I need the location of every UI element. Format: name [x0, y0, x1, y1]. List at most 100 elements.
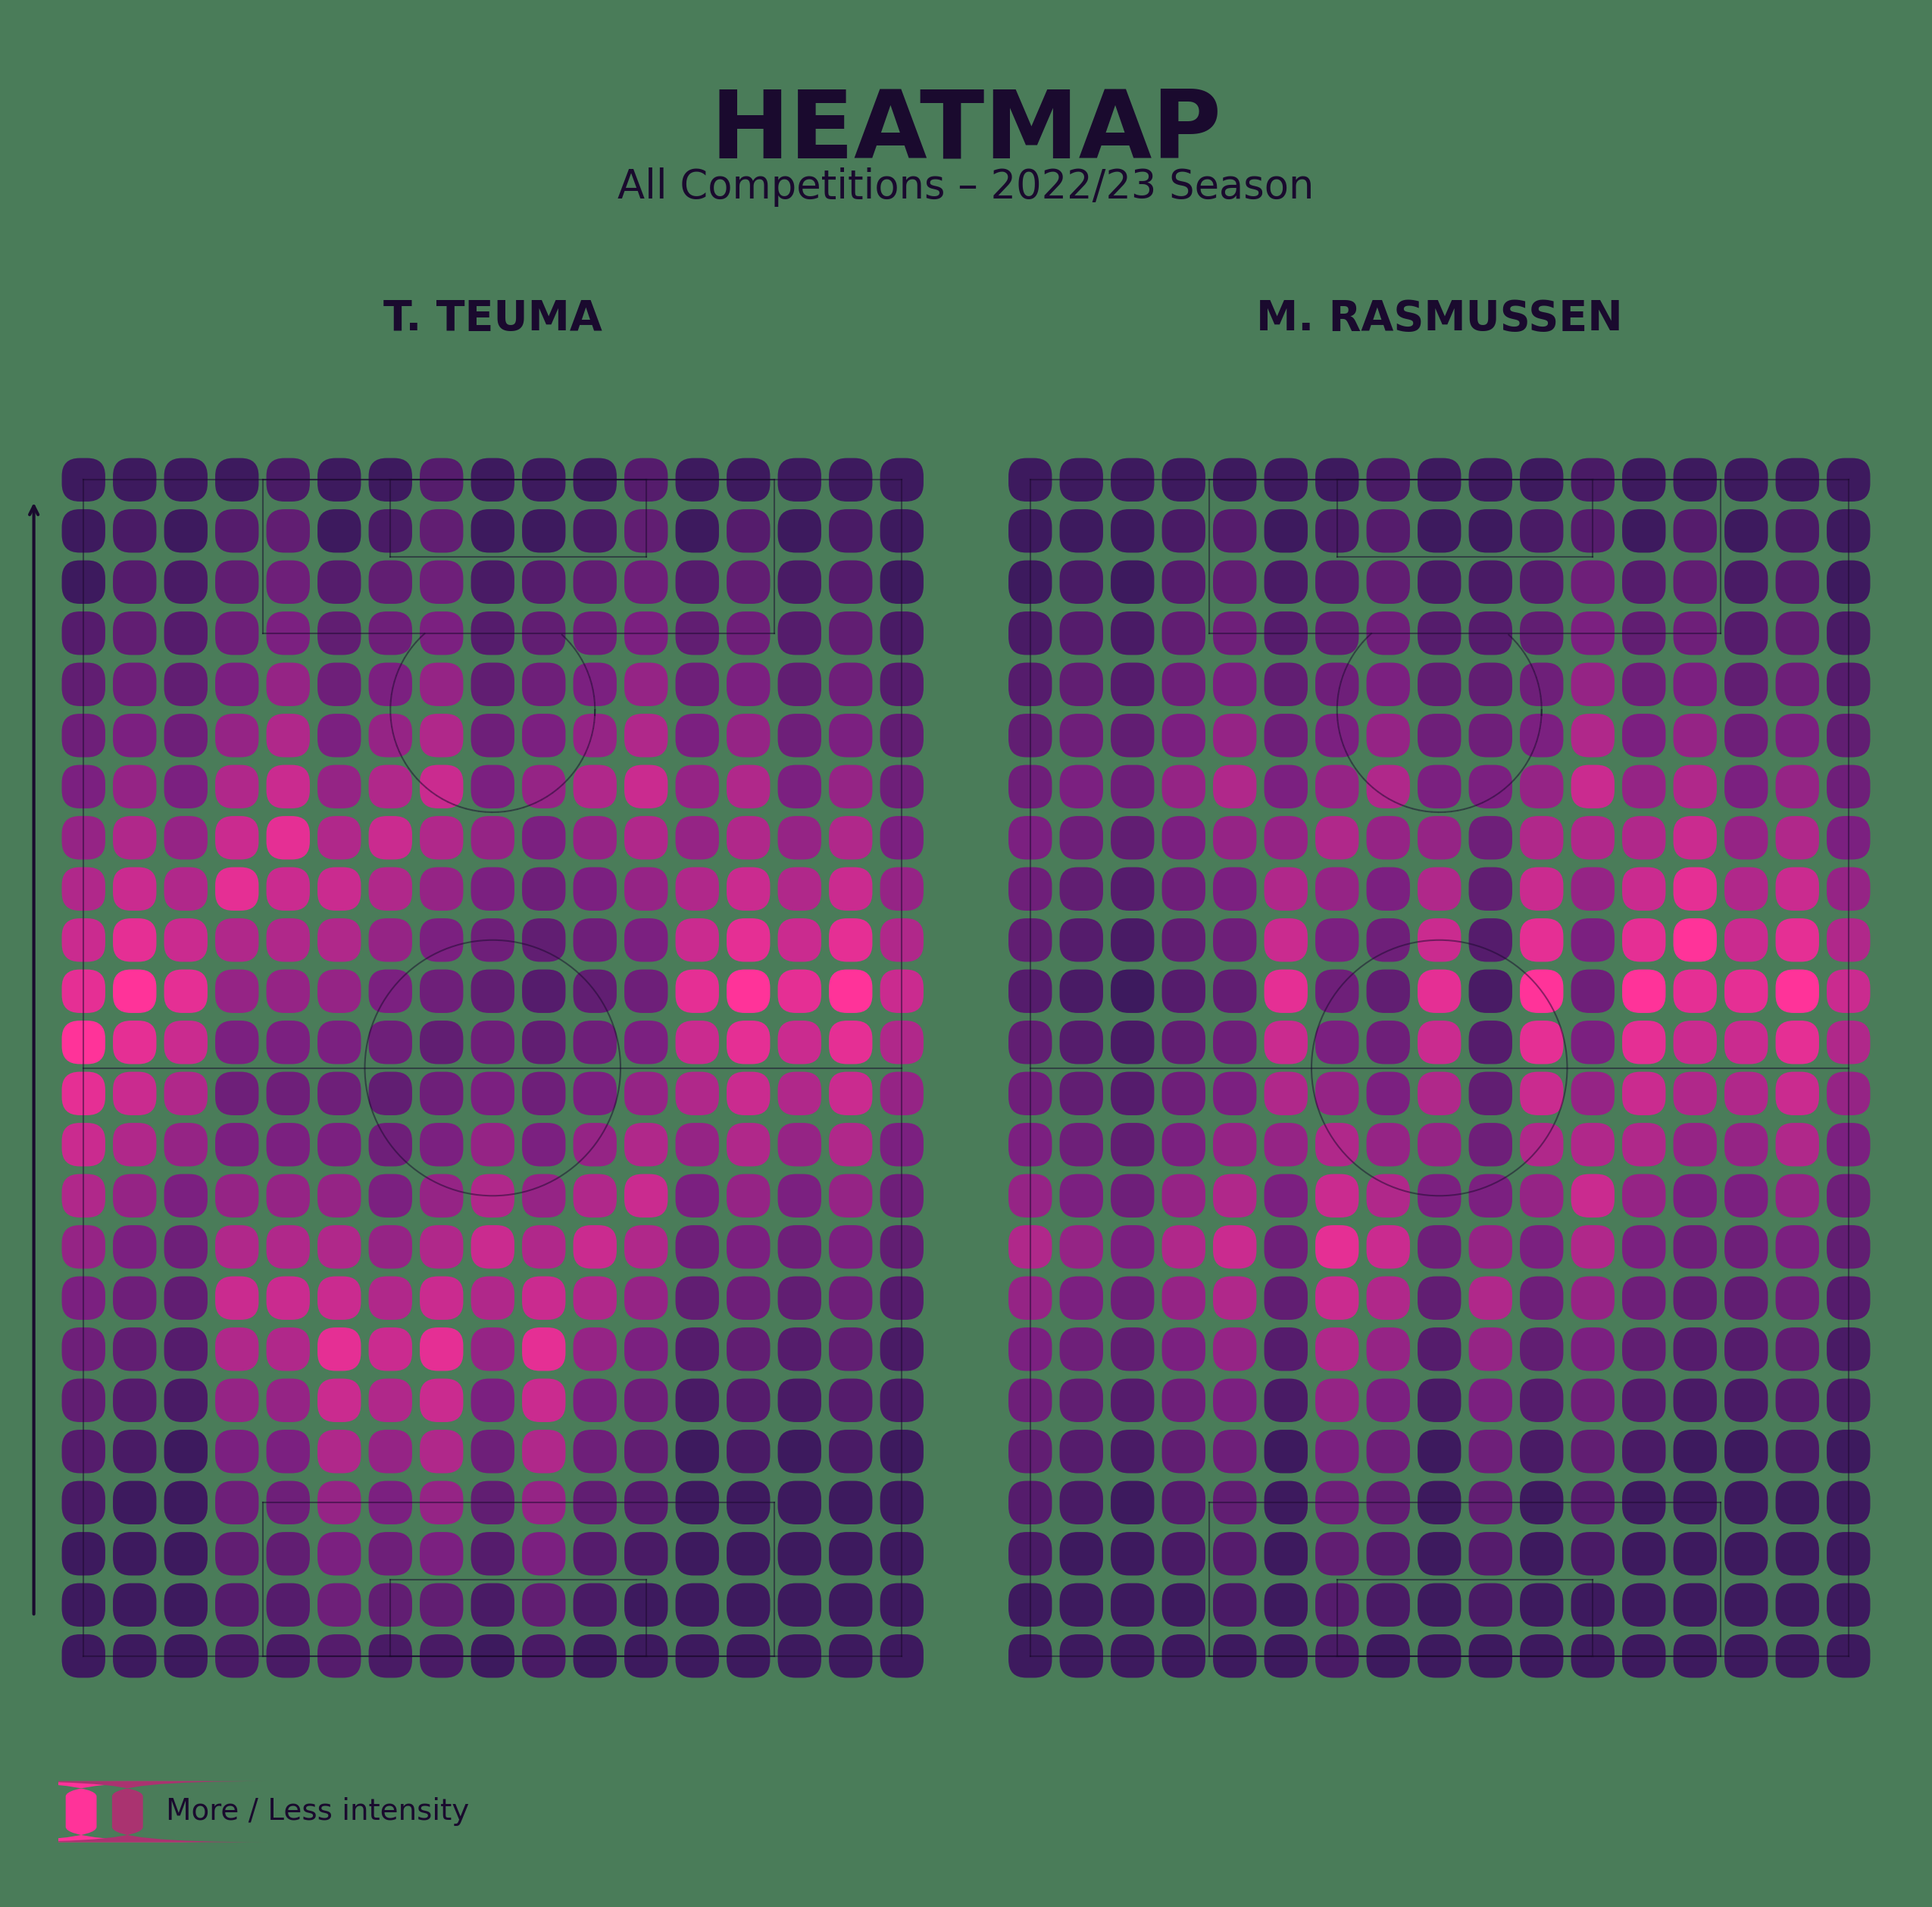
- FancyBboxPatch shape: [1366, 919, 1410, 961]
- FancyBboxPatch shape: [1725, 919, 1768, 961]
- FancyBboxPatch shape: [1828, 1072, 1870, 1116]
- FancyBboxPatch shape: [317, 816, 361, 860]
- FancyBboxPatch shape: [214, 1020, 259, 1064]
- FancyBboxPatch shape: [1213, 1531, 1256, 1575]
- FancyBboxPatch shape: [0, 1781, 267, 1842]
- Text: HEATMAP: HEATMAP: [711, 86, 1221, 177]
- FancyBboxPatch shape: [1520, 713, 1563, 757]
- FancyBboxPatch shape: [62, 662, 104, 706]
- FancyBboxPatch shape: [574, 1482, 616, 1524]
- FancyBboxPatch shape: [317, 612, 361, 654]
- FancyBboxPatch shape: [624, 458, 668, 502]
- FancyBboxPatch shape: [881, 1020, 923, 1064]
- FancyBboxPatch shape: [726, 713, 771, 757]
- FancyBboxPatch shape: [1111, 1634, 1153, 1678]
- FancyBboxPatch shape: [1316, 816, 1358, 860]
- FancyBboxPatch shape: [1520, 1072, 1563, 1116]
- FancyBboxPatch shape: [1725, 612, 1768, 654]
- FancyBboxPatch shape: [1828, 969, 1870, 1013]
- FancyBboxPatch shape: [1316, 919, 1358, 961]
- FancyBboxPatch shape: [726, 868, 771, 912]
- FancyBboxPatch shape: [779, 1583, 821, 1627]
- FancyBboxPatch shape: [471, 868, 514, 912]
- FancyBboxPatch shape: [1111, 1430, 1153, 1474]
- FancyBboxPatch shape: [1418, 765, 1461, 809]
- FancyBboxPatch shape: [164, 1482, 207, 1524]
- FancyBboxPatch shape: [1316, 1276, 1358, 1320]
- FancyBboxPatch shape: [1725, 509, 1768, 553]
- FancyBboxPatch shape: [624, 969, 668, 1013]
- Text: M. RASMUSSEN: M. RASMUSSEN: [1256, 299, 1623, 339]
- FancyBboxPatch shape: [1520, 1224, 1563, 1268]
- FancyBboxPatch shape: [779, 1531, 821, 1575]
- FancyBboxPatch shape: [624, 612, 668, 654]
- FancyBboxPatch shape: [369, 662, 412, 706]
- FancyBboxPatch shape: [62, 1531, 104, 1575]
- FancyBboxPatch shape: [574, 919, 616, 961]
- FancyBboxPatch shape: [829, 458, 873, 502]
- FancyBboxPatch shape: [1571, 868, 1615, 912]
- FancyBboxPatch shape: [1725, 868, 1768, 912]
- FancyBboxPatch shape: [1623, 1276, 1665, 1320]
- FancyBboxPatch shape: [881, 713, 923, 757]
- FancyBboxPatch shape: [1111, 868, 1153, 912]
- FancyBboxPatch shape: [1828, 1482, 1870, 1524]
- FancyBboxPatch shape: [214, 1276, 259, 1320]
- FancyBboxPatch shape: [676, 1327, 719, 1371]
- FancyBboxPatch shape: [1009, 1224, 1051, 1268]
- FancyBboxPatch shape: [1828, 1583, 1870, 1627]
- FancyBboxPatch shape: [726, 1224, 771, 1268]
- FancyBboxPatch shape: [471, 662, 514, 706]
- FancyBboxPatch shape: [574, 612, 616, 654]
- FancyBboxPatch shape: [369, 1224, 412, 1268]
- FancyBboxPatch shape: [62, 1327, 104, 1371]
- FancyBboxPatch shape: [1520, 1531, 1563, 1575]
- FancyBboxPatch shape: [881, 868, 923, 912]
- FancyBboxPatch shape: [574, 868, 616, 912]
- FancyBboxPatch shape: [1571, 1072, 1615, 1116]
- FancyBboxPatch shape: [164, 612, 207, 654]
- FancyBboxPatch shape: [267, 612, 309, 654]
- FancyBboxPatch shape: [1673, 713, 1718, 757]
- FancyBboxPatch shape: [676, 509, 719, 553]
- FancyBboxPatch shape: [369, 868, 412, 912]
- FancyBboxPatch shape: [829, 1327, 873, 1371]
- FancyBboxPatch shape: [1673, 1276, 1718, 1320]
- FancyBboxPatch shape: [214, 1123, 259, 1167]
- FancyBboxPatch shape: [1673, 561, 1718, 605]
- FancyBboxPatch shape: [1571, 713, 1615, 757]
- FancyBboxPatch shape: [1673, 1020, 1718, 1064]
- FancyBboxPatch shape: [1623, 1531, 1665, 1575]
- FancyBboxPatch shape: [1418, 1020, 1461, 1064]
- FancyBboxPatch shape: [1776, 868, 1820, 912]
- FancyBboxPatch shape: [419, 561, 464, 605]
- FancyBboxPatch shape: [1366, 1634, 1410, 1678]
- FancyBboxPatch shape: [624, 1583, 668, 1627]
- FancyBboxPatch shape: [1366, 561, 1410, 605]
- FancyBboxPatch shape: [1111, 1123, 1153, 1167]
- FancyBboxPatch shape: [1468, 509, 1513, 553]
- FancyBboxPatch shape: [369, 919, 412, 961]
- FancyBboxPatch shape: [112, 1276, 156, 1320]
- FancyBboxPatch shape: [624, 509, 668, 553]
- FancyBboxPatch shape: [726, 1583, 771, 1627]
- FancyBboxPatch shape: [829, 561, 873, 605]
- FancyBboxPatch shape: [1623, 1175, 1665, 1217]
- FancyBboxPatch shape: [1418, 612, 1461, 654]
- FancyBboxPatch shape: [1161, 458, 1206, 502]
- Text: T. TEUMA: T. TEUMA: [383, 299, 603, 339]
- FancyBboxPatch shape: [574, 561, 616, 605]
- FancyBboxPatch shape: [1059, 868, 1103, 912]
- FancyBboxPatch shape: [624, 1634, 668, 1678]
- FancyBboxPatch shape: [574, 969, 616, 1013]
- FancyBboxPatch shape: [676, 662, 719, 706]
- FancyBboxPatch shape: [62, 868, 104, 912]
- FancyBboxPatch shape: [1571, 561, 1615, 605]
- FancyBboxPatch shape: [1111, 1482, 1153, 1524]
- FancyBboxPatch shape: [214, 919, 259, 961]
- FancyBboxPatch shape: [1468, 612, 1513, 654]
- FancyBboxPatch shape: [522, 1531, 566, 1575]
- FancyBboxPatch shape: [1009, 1482, 1051, 1524]
- FancyBboxPatch shape: [1468, 561, 1513, 605]
- FancyBboxPatch shape: [1776, 612, 1820, 654]
